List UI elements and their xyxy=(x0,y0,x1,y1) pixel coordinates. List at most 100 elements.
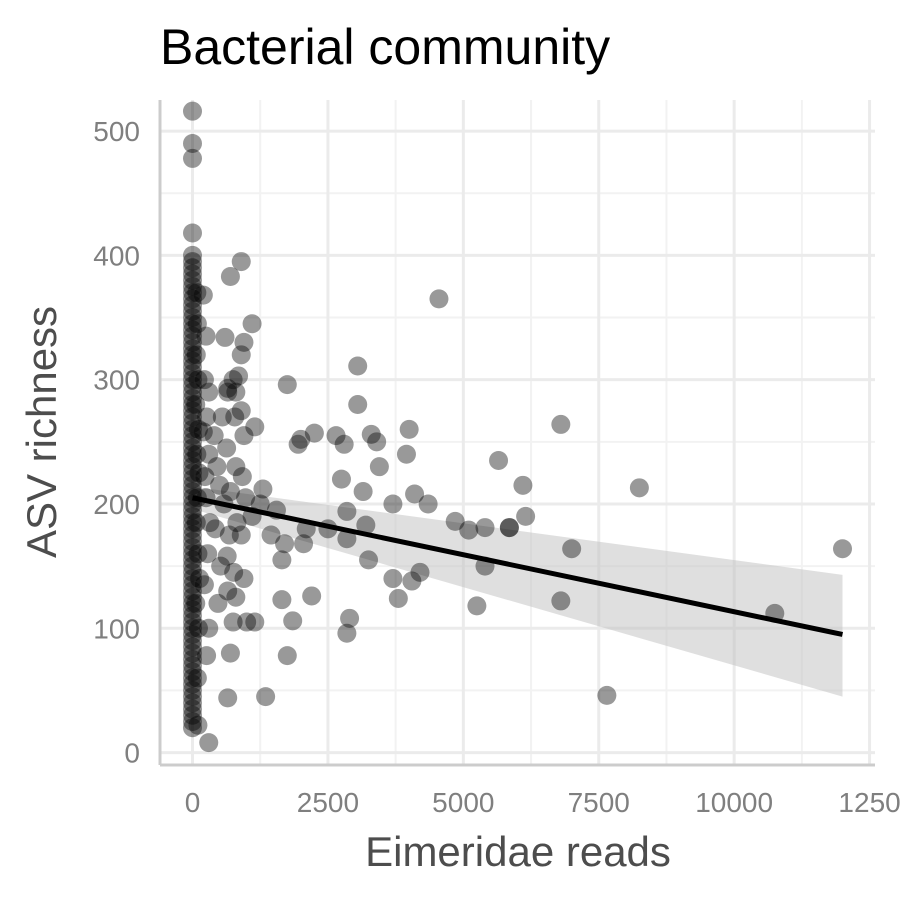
data-points xyxy=(183,101,852,753)
regression-layer xyxy=(191,495,844,637)
data-point xyxy=(183,326,202,346)
data-point xyxy=(183,649,202,669)
data-point xyxy=(183,450,202,470)
data-point xyxy=(188,618,208,638)
data-point xyxy=(183,351,202,371)
data-point xyxy=(183,705,202,725)
data-point xyxy=(183,363,202,383)
data-point xyxy=(348,356,368,376)
data-point xyxy=(188,544,208,564)
data-point xyxy=(183,252,202,272)
data-point xyxy=(294,534,314,554)
y-tick-label: 100 xyxy=(93,613,140,644)
axes xyxy=(158,100,875,767)
data-point xyxy=(198,544,218,564)
data-point xyxy=(183,376,202,396)
data-point xyxy=(183,500,202,520)
data-point xyxy=(183,550,202,570)
y-tick-labels: 0 100 200 300 400 500 xyxy=(93,116,140,768)
data-point xyxy=(183,606,202,626)
data-point xyxy=(224,562,244,582)
data-point xyxy=(383,569,403,589)
data-point xyxy=(183,320,202,340)
data-point xyxy=(218,581,238,601)
data-point xyxy=(261,525,281,545)
data-point xyxy=(337,501,357,521)
data-point xyxy=(199,382,219,402)
confidence-band-layer xyxy=(192,486,843,697)
data-point xyxy=(223,612,243,632)
data-point xyxy=(551,591,571,611)
data-point xyxy=(183,419,202,439)
minor-gridlines xyxy=(160,100,875,765)
data-point xyxy=(183,556,202,576)
data-point xyxy=(183,544,202,564)
data-point xyxy=(402,571,422,591)
data-point xyxy=(199,444,219,464)
data-point xyxy=(467,596,487,616)
data-point xyxy=(183,264,202,284)
data-point xyxy=(234,426,254,446)
data-point xyxy=(337,529,357,549)
data-point xyxy=(183,618,202,638)
data-point xyxy=(183,382,202,402)
data-point xyxy=(183,575,202,595)
data-point xyxy=(237,612,257,632)
data-point xyxy=(277,375,297,395)
data-point xyxy=(232,467,252,487)
data-point xyxy=(215,327,235,347)
data-point xyxy=(183,718,202,738)
data-point xyxy=(275,534,295,554)
data-point xyxy=(218,378,238,398)
data-point xyxy=(193,285,213,305)
data-point xyxy=(220,643,240,663)
x-tick-label: 5000 xyxy=(432,787,494,818)
data-point xyxy=(459,520,479,540)
y-tick-label: 0 xyxy=(124,738,140,769)
data-point xyxy=(187,668,207,688)
data-point xyxy=(445,511,465,531)
data-point xyxy=(288,434,308,454)
x-tick-label: 0 xyxy=(185,787,201,818)
data-point xyxy=(183,339,202,359)
data-point xyxy=(183,581,202,601)
y-tick-label: 200 xyxy=(93,489,140,520)
data-point xyxy=(199,618,219,638)
data-point xyxy=(253,479,273,499)
data-point xyxy=(227,513,247,533)
x-tick-label: 2500 xyxy=(297,787,359,818)
data-point xyxy=(189,463,209,483)
x-tick-label: 10000 xyxy=(695,787,773,818)
data-point xyxy=(183,463,202,483)
data-point xyxy=(186,513,206,533)
data-point xyxy=(183,308,202,328)
data-point xyxy=(304,423,324,443)
data-point xyxy=(475,518,495,538)
data-point xyxy=(183,475,202,495)
data-point xyxy=(551,414,571,434)
data-point xyxy=(205,519,225,539)
data-point xyxy=(183,438,202,458)
data-point xyxy=(418,494,438,514)
data-point xyxy=(183,624,202,644)
data-point xyxy=(183,270,202,290)
data-point xyxy=(234,569,254,589)
data-point xyxy=(220,482,240,502)
data-point xyxy=(183,223,202,243)
data-point xyxy=(272,590,292,610)
data-point xyxy=(302,586,322,606)
data-point xyxy=(212,407,232,427)
data-point xyxy=(242,314,262,334)
data-point xyxy=(226,382,246,402)
data-point xyxy=(629,478,649,498)
data-point xyxy=(183,357,202,377)
data-point xyxy=(516,506,536,526)
data-point xyxy=(188,715,208,735)
data-point xyxy=(183,674,202,694)
data-point xyxy=(207,457,227,477)
data-point xyxy=(513,475,533,495)
data-point xyxy=(186,395,206,415)
data-point xyxy=(186,593,206,613)
data-point xyxy=(369,457,389,477)
